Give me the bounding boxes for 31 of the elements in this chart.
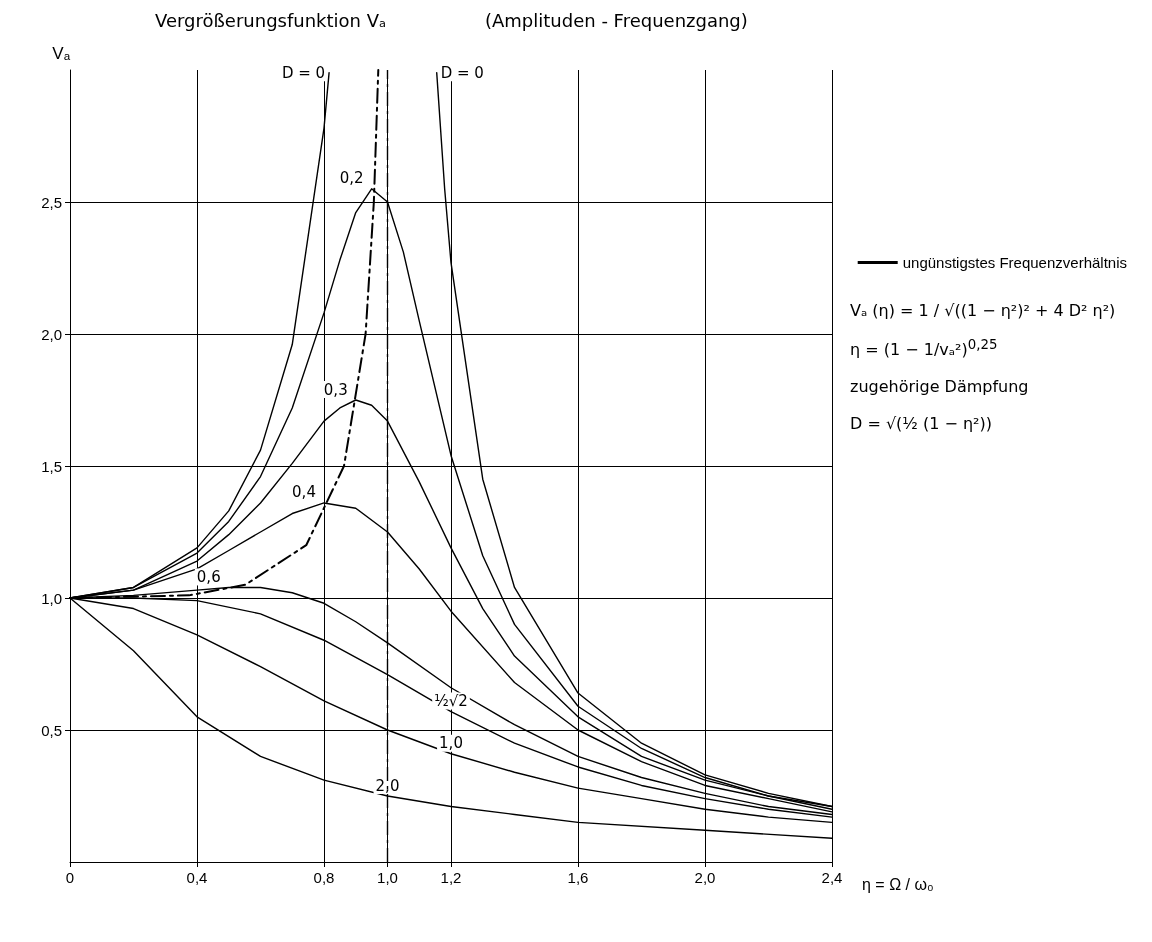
series-label: ½√2 [434, 692, 468, 711]
y-tick-label: 1,5 [41, 457, 62, 475]
x-tick-label: 0 [65, 869, 75, 886]
series-label: 1,0 [439, 734, 463, 753]
legend-label: ungünstigstes Frequenzverhältnis [902, 254, 1127, 271]
series-label: D = 0 [281, 63, 326, 82]
x-tick-label: 1,2 [440, 869, 462, 886]
x-tick-label: 0,4 [186, 869, 208, 886]
x-tick-label: 1,6 [567, 869, 589, 886]
x-tick-label: 1,0 [377, 869, 398, 886]
text: Vₐ (η) = 1 / √((1 − η²)² + 4 D² η²) [850, 300, 1117, 322]
series-label: 0,6 [196, 567, 221, 586]
x-tick-label: 2,0 [694, 869, 716, 886]
chart-title: Vergrößerungsfunktion Vₐ [155, 9, 387, 31]
text: zugehörige Dämpfung [850, 376, 1030, 399]
series-label: 0,3 [323, 380, 348, 399]
text: η = (1 − 1/vₐ²)$^{0,25}$ [850, 336, 999, 362]
x-tick-label: 0,8 [313, 869, 335, 886]
y-tick-label: 2,0 [41, 325, 62, 343]
y-tick-label: 1,0 [41, 589, 62, 607]
series-label: 0,4 [292, 483, 316, 502]
x-axis-title: η = Ω / ω₀ [862, 875, 934, 893]
chart-subtitle: (Amplituden - Frequenzgang) [485, 9, 748, 31]
x-tick-label: 2,4 [821, 869, 843, 886]
series-label: D = 0 [440, 63, 484, 82]
series-label: 0,2 [339, 169, 364, 188]
text: D = √(½ (1 − η²)) [850, 412, 993, 435]
y-tick-label: 0,5 [41, 721, 62, 739]
series-label: 2,0 [375, 776, 400, 795]
y-tick-label: 2,5 [41, 193, 62, 211]
y-axis-title: Vₐ [52, 44, 71, 63]
